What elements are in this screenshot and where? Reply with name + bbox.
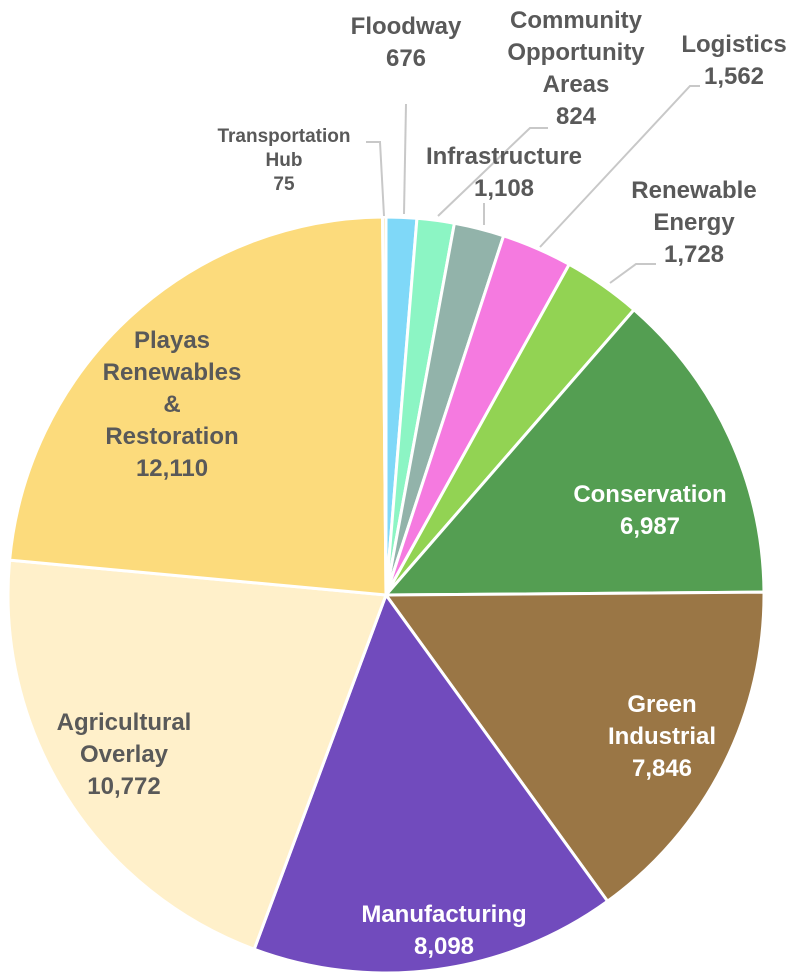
slice-value-renewable-energy: 1,728 <box>664 241 724 268</box>
slice-value-floodway: 676 <box>386 45 426 72</box>
slice-label-conservation: Conservation 6,987 <box>573 481 726 540</box>
slice-name-community-opportunity-areas: Opportunity <box>507 39 645 66</box>
pie-slice-conservation <box>382 307 766 597</box>
slice-name-renewable-energy: Energy <box>653 209 735 236</box>
leader-line-renewable-energy <box>609 263 656 284</box>
pie-slice-agricultural-overlay <box>6 558 389 952</box>
slice-name-floodway: Floodway <box>351 13 462 40</box>
slice-label-community-opportunity-areas: Community Opportunity Areas 824 <box>507 7 645 130</box>
slice-value-conservation: 6,987 <box>620 513 680 540</box>
leader-line-transportation-hub <box>366 141 385 217</box>
slice-label-floodway: Floodway 676 <box>351 13 462 72</box>
slice-name-green-industrial: Industrial <box>608 723 716 750</box>
slice-label-manufacturing: Manufacturing 8,098 <box>361 901 526 960</box>
slice-value-community-opportunity-areas: 824 <box>556 103 597 130</box>
slice-name-logistics: Logistics <box>681 31 786 58</box>
slice-label-green-industrial: Green Industrial 7,846 <box>608 691 716 782</box>
slice-name-playas-renewables-restoration: Renewables <box>103 359 242 386</box>
slice-name-agricultural-overlay: Agricultural <box>57 709 192 736</box>
slice-label-agricultural-overlay: Agricultural Overlay 10,772 <box>57 709 192 800</box>
slice-value-logistics: 1,562 <box>704 63 764 90</box>
pie-slice-manufacturing <box>252 591 610 974</box>
slice-name-community-opportunity-areas: Areas <box>543 71 610 98</box>
slice-name-transportation-hub: Hub <box>266 150 303 171</box>
slice-label-renewable-energy: Renewable Energy 1,728 <box>631 177 756 268</box>
slice-name-conservation: Conservation <box>573 481 726 508</box>
leader-lines <box>366 85 700 284</box>
slice-value-transportation-hub: 75 <box>273 174 295 195</box>
slice-name-green-industrial: Green <box>627 691 696 718</box>
slice-name-agricultural-overlay: Overlay <box>80 741 169 768</box>
pie-slice-transportation-hub <box>381 215 388 596</box>
slice-labels: Floodway 676 Community Opportunity Areas 824 I… <box>57 7 787 960</box>
slice-label-logistics: Logistics 1,562 <box>681 31 786 90</box>
slice-name-infrastructure: Infrastructure <box>426 143 582 170</box>
slice-label-infrastructure: Infrastructure 1,108 <box>426 143 582 202</box>
slice-value-playas-renewables-restoration: 12,110 <box>136 455 208 482</box>
pie-slices <box>6 215 766 974</box>
slice-value-manufacturing: 8,098 <box>414 933 474 960</box>
slice-name-renewable-energy: Renewable <box>631 177 756 204</box>
pie-slice-playas-renewables-restoration <box>7 215 388 597</box>
slice-value-agricultural-overlay: 10,772 <box>87 773 160 800</box>
slice-value-green-industrial: 7,846 <box>632 755 692 782</box>
slice-name-community-opportunity-areas: Community <box>510 7 643 34</box>
leader-line-logistics <box>539 85 700 248</box>
slice-name-transportation-hub: Transportation <box>217 126 350 147</box>
pie-slice-green-industrial <box>383 590 766 904</box>
slice-value-infrastructure: 1,108 <box>474 175 534 202</box>
leader-line-floodway <box>403 103 407 215</box>
slice-label-playas-renewables-restoration: Playas Renewables & Restoration 12,110 <box>103 327 242 482</box>
slice-name-playas-renewables-restoration: Playas <box>134 327 210 354</box>
leader-line-community-opportunity-areas <box>437 127 548 217</box>
slice-name-playas-renewables-restoration: & <box>163 391 180 418</box>
slice-name-manufacturing: Manufacturing <box>361 901 526 928</box>
slice-name-playas-renewables-restoration: Restoration <box>105 423 238 450</box>
slice-label-transportation-hub: Transportation Hub 75 <box>217 126 350 195</box>
